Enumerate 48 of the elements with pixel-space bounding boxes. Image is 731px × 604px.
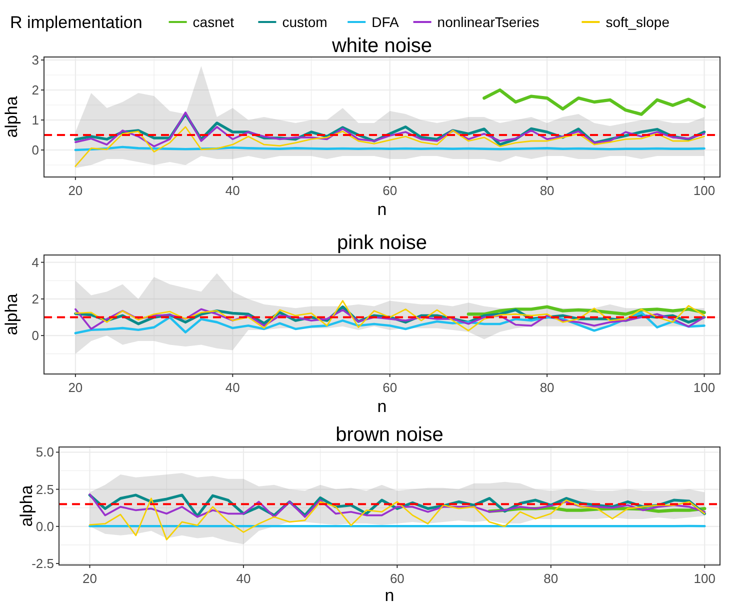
x-tick-label: 40 (225, 183, 240, 198)
line-series (74, 126, 705, 167)
y-tick-label: 0 (32, 142, 39, 158)
line-series (74, 300, 705, 332)
x-tick-label: 100 (694, 571, 716, 586)
x-tick-label: 100 (693, 380, 716, 395)
x-tick-label: 40 (225, 380, 240, 395)
line-series (466, 305, 706, 316)
legend-label: DFA (372, 14, 400, 30)
x-tick-label: 80 (544, 571, 558, 586)
y-tick-label: 1 (32, 112, 39, 128)
y-tick-label: -2.5 (32, 556, 54, 572)
x-tick-label: 20 (82, 571, 97, 586)
x-tick-label: 100 (693, 183, 716, 198)
x-tick-label: 20 (68, 380, 83, 395)
x-tick-label: 60 (390, 571, 404, 586)
y-axis-title: alpha (17, 484, 36, 527)
x-tick-label: 80 (540, 183, 554, 198)
legend-title: R implementation (10, 12, 142, 32)
x-tick-label: 60 (382, 380, 398, 395)
chart-title: white noise (330, 35, 432, 57)
legend-label: casnet (192, 14, 234, 30)
y-tick-label: 0 (32, 328, 39, 344)
chart-title: pink noise (336, 232, 428, 254)
x-axis-title: n (377, 200, 387, 219)
y-tick-label: 5.0 (36, 444, 54, 460)
line-series (482, 88, 706, 116)
y-tick-label: 0.0 (36, 518, 54, 534)
y-axis-title: alpha (2, 293, 21, 336)
line-series (89, 498, 706, 540)
chart-title: brown noise (336, 424, 444, 446)
line-series (74, 308, 706, 330)
x-tick-label: 40 (236, 571, 251, 586)
x-axis-title: n (384, 586, 394, 604)
y-tick-label: 2 (32, 291, 39, 306)
line-series (74, 311, 706, 334)
y-tick-label: 4 (32, 254, 39, 270)
x-tick-label: 60 (382, 183, 398, 198)
legend-label: nonlinearTseries (437, 14, 540, 30)
x-tick-label: 20 (68, 183, 83, 198)
legend-label: custom (282, 14, 328, 30)
x-axis-title: n (377, 397, 387, 416)
y-axis-title: alpha (2, 96, 21, 138)
legend-label: soft_slope (606, 14, 670, 30)
y-tick-label: 2.5 (36, 482, 54, 497)
y-tick-label: 3 (32, 52, 39, 68)
x-tick-label: 80 (540, 380, 554, 395)
y-tick-label: 2 (32, 82, 39, 98)
